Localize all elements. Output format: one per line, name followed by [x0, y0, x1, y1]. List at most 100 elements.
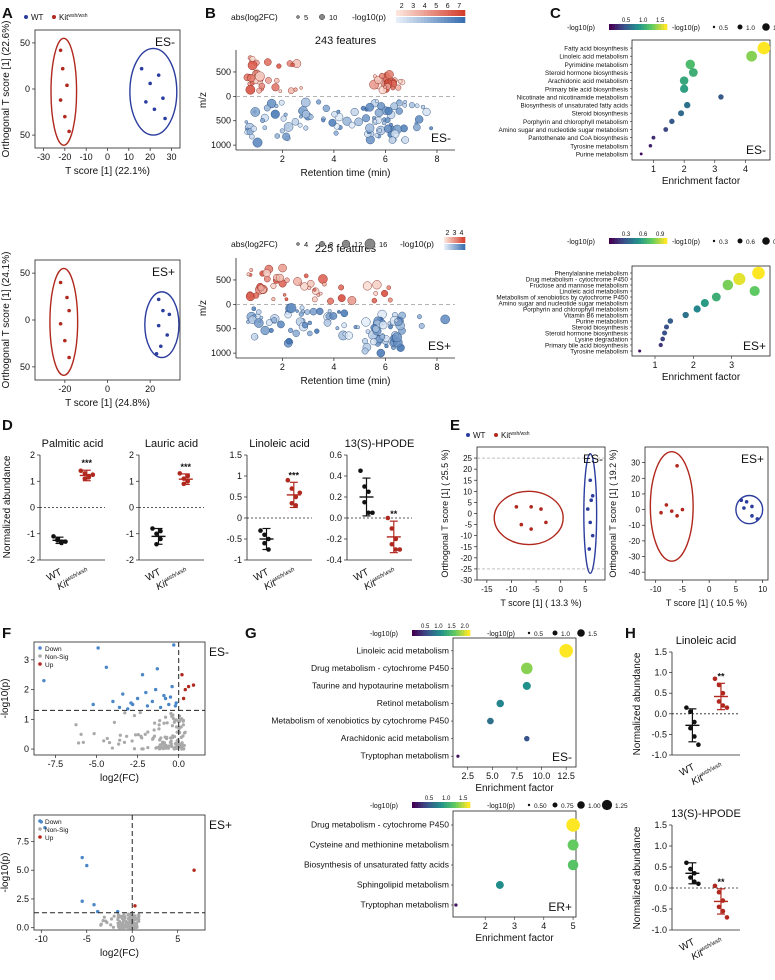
mode-tag: ES+: [209, 818, 232, 832]
color-bar-down: [463, 244, 466, 250]
confidence-ellipse: [649, 450, 694, 562]
feature-bubble: [418, 322, 425, 329]
enrichment-dot: [679, 76, 689, 85]
feature-bubble: [362, 114, 370, 123]
score-plot-A1: -30 -20 -10 0 10 20 30 50 0 50 ES- T score [1] (22.…: [1, 13, 181, 177]
feature-bubble: [361, 347, 369, 355]
abundance-plot: 1.51.00.50.0-0.5-1.0**Linoleic acidWTKit…: [651, 635, 740, 788]
volcano-point: [180, 747, 184, 751]
x-axis-label: Enrichment factor: [662, 372, 741, 383]
x-tick-label: -7.5: [48, 759, 64, 769]
color-bar: [420, 802, 424, 808]
color-bar-up: [413, 10, 417, 16]
size-legend-marker: [527, 803, 531, 807]
color-bar: [661, 238, 665, 244]
y-tick-label: 30: [631, 459, 640, 468]
feature-bubble: [274, 77, 280, 84]
volcano-point: [143, 732, 147, 736]
feature-bubble: [253, 318, 264, 328]
y-tick-label: -0.5: [651, 904, 667, 914]
color-legend-title: -log10(p): [567, 25, 595, 32]
color-bar: [655, 24, 659, 30]
color-bar: [417, 802, 421, 808]
volcano-point: [182, 731, 187, 735]
legend-label: Up: [45, 662, 54, 669]
color-legend-tick: 1.0: [639, 18, 648, 24]
score-point: [159, 344, 163, 349]
enrichment-dot: [567, 859, 579, 871]
y-axis-label: Orthogonal T score [1] (24.1%): [1, 252, 12, 389]
volcano-point: [170, 684, 174, 689]
color-bar: [429, 630, 433, 636]
color-bar: [464, 630, 468, 636]
color-bar: [426, 802, 430, 808]
mode-tag: ES+: [743, 339, 766, 353]
volcano-point: [140, 673, 145, 677]
y-tick-label: -0.4: [326, 555, 342, 565]
y-tick-label: 0: [237, 513, 242, 523]
color-legend-tick: 4: [460, 230, 464, 237]
group-label: Kitwsh/wsh: [262, 567, 298, 593]
x-tick-label: 1: [651, 164, 656, 174]
y-tick-label: 5.0: [16, 865, 29, 875]
y-tick-label: 50: [20, 38, 30, 48]
volcano-point: [80, 899, 84, 903]
sample-point: [688, 875, 693, 880]
legend-label: WT: [31, 13, 44, 22]
y-tick-label: 0.4: [329, 471, 342, 481]
enrichment-dot: [639, 152, 643, 156]
enrichment-dot: [496, 699, 504, 708]
feature-bubble: [246, 272, 251, 277]
volcano-point: [74, 723, 78, 727]
color-bar: [638, 238, 642, 244]
volcano-point: [111, 699, 115, 704]
feature-bubble: [292, 329, 300, 337]
feature-bubble: [276, 63, 282, 69]
color-bar-up: [445, 237, 447, 243]
x-tick-label: -15: [481, 585, 493, 594]
volcano-point: [166, 746, 170, 750]
volcano-point: [175, 746, 179, 751]
volcano-point: [123, 711, 127, 715]
feature-bubble: [333, 130, 339, 136]
volcano-point: [118, 914, 122, 918]
score-point: [63, 338, 67, 343]
confidence-ellipse: [735, 494, 764, 525]
feature-bubble: [379, 320, 388, 330]
color-bar-up: [453, 237, 455, 243]
color-bar-down: [451, 244, 453, 250]
size-legend-label: 0.50: [534, 803, 547, 810]
legend-marker: [38, 662, 42, 666]
color-bar: [614, 24, 618, 30]
score-point: [63, 114, 67, 119]
metabolite-title: Palmitic acid: [42, 438, 104, 450]
size-legend-label: 0.6: [746, 239, 755, 246]
score-point: [161, 308, 165, 313]
pathway-label: Retinol metabolism: [377, 698, 449, 708]
volcano-point: [158, 746, 162, 751]
feature-bubble: [384, 343, 389, 349]
feature-bubble: [293, 87, 298, 92]
y-tick-label: 0.0: [329, 513, 342, 523]
x-axis-label: log2(FC): [100, 773, 139, 784]
color-bar: [629, 238, 633, 244]
y-tick-label: 1: [129, 476, 134, 486]
color-bar: [620, 24, 624, 30]
y-tick-label: -0.2: [326, 534, 342, 544]
feature-bubble: [429, 126, 434, 131]
x-tick-label: 2: [280, 154, 285, 164]
volcano-point: [138, 710, 142, 715]
feature-bubble: [340, 309, 349, 318]
legend-label: Non-Sig: [45, 827, 69, 834]
color-bar: [452, 630, 456, 636]
volcano-point: [172, 747, 176, 751]
volcano-point: [101, 918, 105, 923]
x-tick-label: 6: [383, 362, 388, 372]
volcano-point: [118, 733, 122, 737]
volcano-point: [167, 702, 171, 707]
y-tick-label: -15: [460, 543, 472, 552]
color-bar-up: [437, 10, 442, 16]
color-bar: [426, 630, 430, 636]
